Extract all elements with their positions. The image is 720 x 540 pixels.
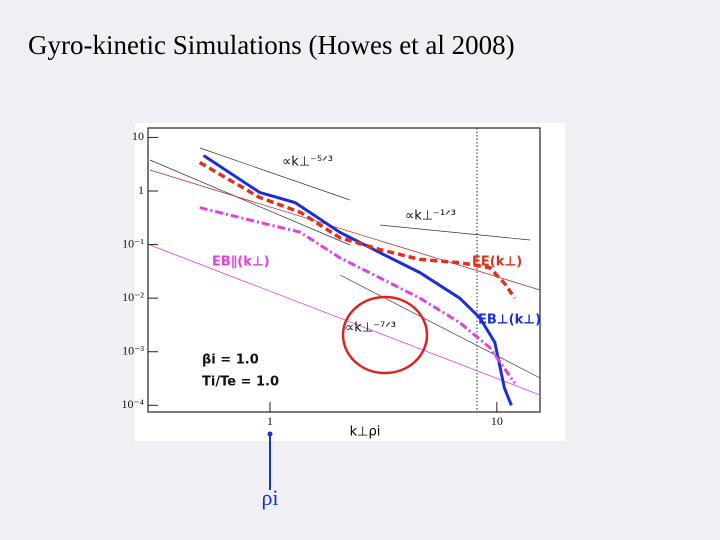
y-tick-label: 10⁻¹: [122, 236, 144, 250]
reference-line: [149, 169, 541, 291]
y-tick-label: 1: [138, 183, 144, 197]
annotation: βi = 1.0: [202, 353, 259, 368]
x-axis-label: k⊥ρi: [350, 425, 381, 440]
y-tick-label: 10⁻²: [122, 290, 144, 304]
highlight-circle: [341, 295, 429, 375]
series-line: [199, 206, 517, 384]
annotation: ∝k⊥⁻⁵ᐟ³: [282, 155, 333, 170]
reference-line: [199, 147, 351, 201]
x-tick-label: 1: [267, 414, 273, 428]
series-label: EB⊥(k⊥): [478, 313, 541, 328]
plot-frame: [147, 127, 541, 413]
series-line: [198, 160, 517, 300]
y-tick-label: 10: [132, 129, 144, 143]
plot-background: [135, 123, 565, 441]
reference-line: [379, 224, 531, 241]
series-label: EB∥(k⊥): [212, 255, 270, 270]
y-tick-label: 10⁻³: [122, 343, 144, 357]
annotation: ∝k⊥⁻¹ᐟ³: [405, 209, 456, 224]
y-tick-label: 10⁻⁴: [121, 397, 144, 411]
reference-line: [149, 159, 351, 246]
annotation: Ti/Te = 1.0: [202, 375, 279, 390]
slide-title: Gyro-kinetic Simulations (Howes et al 20…: [28, 30, 515, 60]
marker-label: ρi: [261, 485, 278, 510]
marker-dot: [267, 431, 273, 437]
reference-line: [339, 274, 541, 379]
annotation: ∝k⊥⁻⁷ᐟ³: [345, 321, 396, 336]
x-tick-label: 10: [491, 414, 503, 428]
series-label: EE(k⊥): [472, 255, 522, 270]
